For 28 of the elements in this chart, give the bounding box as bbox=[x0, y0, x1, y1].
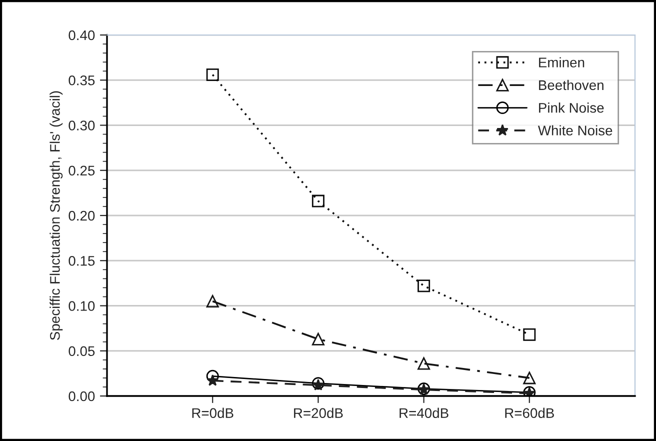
point bbox=[523, 372, 536, 384]
y-tick-label: 0.40 bbox=[68, 30, 95, 40]
legend-label: White Noise bbox=[538, 125, 612, 136]
x-tick-label: R=0dB bbox=[192, 408, 234, 418]
legend-label: Eminen bbox=[539, 57, 584, 68]
y-tick-label: 0.30 bbox=[68, 120, 95, 130]
x-tick-label: R=60dB bbox=[505, 408, 554, 418]
point bbox=[418, 280, 430, 292]
y-tick-label: 0.35 bbox=[68, 75, 95, 86]
point bbox=[206, 294, 219, 308]
y-tick-label: 0.05 bbox=[68, 346, 95, 356]
point bbox=[206, 374, 219, 386]
point bbox=[206, 370, 219, 382]
legend-label: Beethoven bbox=[539, 80, 604, 90]
y-tick-label: 0.15 bbox=[68, 256, 95, 266]
legend-label: Pink Noise bbox=[539, 102, 604, 113]
y-tick-label: 0.00 bbox=[68, 391, 95, 402]
point bbox=[206, 68, 219, 81]
y-tick-label: 0.25 bbox=[68, 166, 95, 176]
y-tick-label: 0.10 bbox=[68, 301, 95, 311]
x-tick-label: R=20dB bbox=[294, 408, 343, 418]
y-tick-label: 0.20 bbox=[68, 210, 95, 221]
point bbox=[418, 357, 430, 370]
point bbox=[523, 328, 536, 341]
y-axis-title: Speciffic Fluctuation Strength, Fls' (vacil) bbox=[50, 91, 63, 340]
point bbox=[312, 332, 324, 346]
point bbox=[312, 194, 324, 208]
x-tick-label: R=40dB bbox=[400, 408, 448, 418]
